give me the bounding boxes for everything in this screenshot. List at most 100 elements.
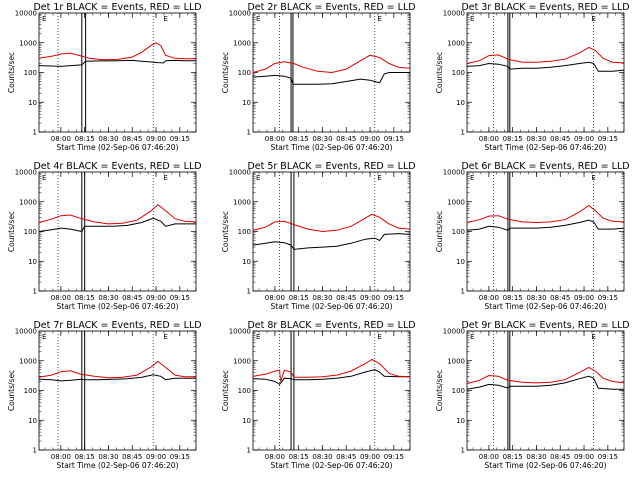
y-axis-label: Counts/sec (7, 211, 16, 252)
plot-frame (466, 12, 625, 133)
y-tick-label: 1 (247, 447, 251, 455)
event-marker: E (591, 333, 595, 341)
y-tick-label: 10000 (229, 328, 251, 336)
corner-marker: E (470, 174, 474, 182)
x-tick-label: 09:00 (146, 135, 166, 143)
chart-panel: Det 3r BLACK = Events, RED = LLD 1 10 100 10… (435, 2, 630, 152)
y-tick-label: 1 (461, 447, 465, 455)
x-tick-label: 08:45 (550, 135, 570, 143)
y-tick-label: 10 (456, 417, 465, 425)
events-series-line (252, 233, 411, 250)
corner-marker: E (470, 15, 474, 23)
plot-frame (252, 330, 411, 451)
chart-panel: Det 2r BLACK = Events, RED = LLD 1 10 100 10… (221, 2, 416, 152)
y-tick-label: 10 (456, 258, 465, 266)
chart-title: Det 6r BLACK = Events, RED = LLD (461, 161, 629, 172)
x-tick-label: 09:15 (598, 294, 618, 302)
corner-marker: E (470, 333, 474, 341)
y-tick-label: 10000 (229, 169, 251, 177)
lld-series-line (252, 54, 411, 74)
x-tick-label: 09:15 (598, 453, 618, 461)
y-tick-label: 10000 (443, 10, 465, 18)
y-tick-label: 1000 (19, 357, 37, 365)
plot-frame (38, 12, 197, 133)
x-tick-label: 08:00 (479, 453, 499, 461)
y-tick-label: 100 (238, 387, 251, 395)
x-tick-label: 08:15 (289, 453, 309, 461)
chart-title: Det 9r BLACK = Events, RED = LLD (461, 320, 629, 331)
x-tick-label: 08:15 (289, 135, 309, 143)
y-axis-label: Counts/sec (7, 52, 16, 93)
lld-series-line (466, 366, 625, 385)
chart-panel: Det 7r BLACK = Events, RED = LLD 1 10 100 10… (7, 320, 202, 470)
y-tick-label: 100 (452, 69, 465, 77)
x-tick-label: 09:15 (384, 135, 404, 143)
y-tick-label: 1000 (233, 357, 251, 365)
y-axis-label: Counts/sec (435, 211, 444, 252)
x-axis-label: Start Time (02-Sep-06 07:46:20) (57, 143, 179, 152)
y-tick-label: 10 (28, 99, 37, 107)
x-tick-label: 09:00 (574, 453, 594, 461)
y-tick-label: 100 (24, 69, 37, 77)
x-tick-label: 09:15 (170, 294, 190, 302)
corner-marker: E (256, 174, 260, 182)
y-tick-label: 1 (33, 129, 37, 137)
x-tick-label: 09:15 (170, 453, 190, 461)
x-tick-label: 08:00 (51, 294, 71, 302)
events-series-line (38, 217, 196, 233)
chart-title: Det 4r BLACK = Events, RED = LLD (33, 161, 201, 172)
x-axis-label: Start Time (02-Sep-06 07:46:20) (57, 461, 179, 470)
y-tick-label: 10000 (15, 169, 37, 177)
plot-frame (38, 171, 197, 292)
chart-panel: Det 6r BLACK = Events, RED = LLD 1 10 100 10… (435, 161, 630, 311)
corner-marker: E (42, 15, 46, 23)
event-marker: E (163, 15, 167, 23)
events-series-line (252, 369, 410, 386)
y-tick-label: 10000 (229, 10, 251, 18)
y-tick-label: 10000 (443, 169, 465, 177)
y-tick-label: 10 (28, 417, 37, 425)
x-tick-label: 09:00 (360, 294, 380, 302)
x-tick-label: 08:30 (98, 294, 118, 302)
y-tick-label: 100 (452, 228, 465, 236)
lld-series-line (252, 358, 411, 382)
event-marker: E (377, 15, 381, 23)
y-tick-label: 100 (24, 387, 37, 395)
chart-panel: Det 5r BLACK = Events, RED = LLD 1 10 100 10… (221, 161, 416, 311)
y-axis-label: Counts/sec (7, 370, 16, 411)
x-tick-label: 08:00 (479, 294, 499, 302)
events-series-line (38, 59, 196, 67)
y-tick-label: 10 (242, 258, 251, 266)
x-tick-label: 08:30 (312, 453, 332, 461)
x-tick-label: 09:00 (360, 135, 380, 143)
y-tick-label: 1000 (233, 198, 251, 206)
x-axis-label: Start Time (02-Sep-06 07:46:20) (271, 302, 393, 311)
y-axis-label: Counts/sec (221, 211, 230, 252)
y-tick-label: 1 (247, 288, 251, 296)
y-tick-label: 100 (238, 69, 251, 77)
events-series-line (252, 72, 410, 85)
event-marker: E (591, 15, 595, 23)
y-tick-label: 1 (33, 447, 37, 455)
x-tick-label: 08:15 (75, 294, 95, 302)
y-tick-label: 10 (28, 258, 37, 266)
y-tick-label: 100 (238, 228, 251, 236)
chart-title: Det 3r BLACK = Events, RED = LLD (461, 2, 629, 13)
y-tick-label: 1000 (233, 39, 251, 47)
corner-marker: E (256, 15, 260, 23)
x-tick-label: 08:15 (503, 453, 523, 461)
x-axis-label: Start Time (02-Sep-06 07:46:20) (57, 302, 179, 311)
y-tick-label: 10000 (15, 328, 37, 336)
y-tick-label: 1000 (447, 357, 465, 365)
event-marker: E (163, 333, 167, 341)
x-tick-label: 08:15 (503, 135, 523, 143)
lld-series-line (38, 42, 196, 61)
x-tick-label: 08:45 (550, 294, 570, 302)
y-tick-label: 100 (24, 228, 37, 236)
y-axis-label: Counts/sec (435, 370, 444, 411)
y-axis-label: Counts/sec (221, 52, 230, 93)
x-tick-label: 09:00 (146, 453, 166, 461)
events-series-line (466, 61, 625, 72)
y-tick-label: 1 (33, 288, 37, 296)
